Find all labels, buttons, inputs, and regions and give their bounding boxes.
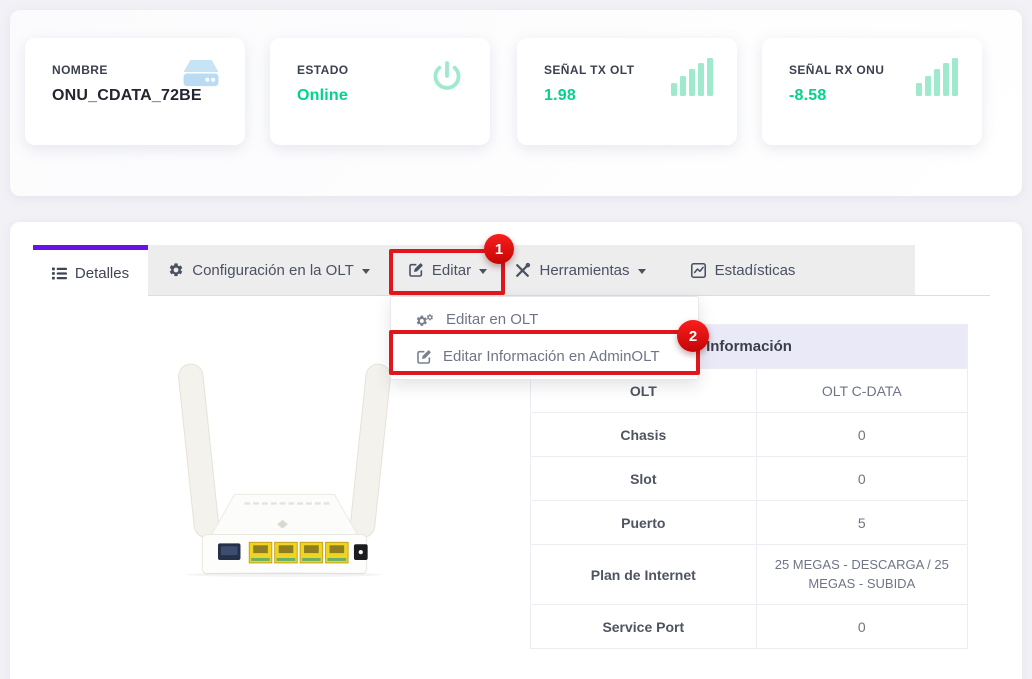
stat-value: ONU_CDATA_72BE [52, 87, 202, 104]
annotation-step-badge: 2 [677, 320, 709, 352]
chart-icon [690, 262, 707, 279]
row-label: Slot [530, 456, 757, 501]
row-label: Plan de Internet [530, 544, 757, 605]
stat-card-senal-tx-olt: SEÑAL TX OLT 1.98 [517, 38, 737, 145]
stat-card-senal-rx-onu: SEÑAL RX ONU -8.58 [762, 38, 982, 145]
table-row: Service Port 0 [530, 604, 969, 649]
stat-label: SEÑAL RX ONU [789, 63, 885, 77]
signal-bars-icon [916, 58, 958, 101]
router-icon [181, 58, 221, 94]
stat-value: -8.58 [789, 87, 827, 104]
tab-divider [33, 295, 990, 296]
tab-estadisticas[interactable]: Estadísticas [655, 245, 830, 295]
tab-label: Estadísticas [714, 261, 796, 279]
tab-editar[interactable]: Editar [390, 245, 505, 295]
menu-item-editar-informacion-adminolt[interactable]: Editar Información en AdminOLT [391, 338, 698, 375]
row-value: 0 [755, 456, 969, 501]
tab-configuracion-olt[interactable]: Configuración en la OLT [148, 245, 390, 295]
row-label: Service Port [530, 604, 757, 649]
row-label: Chasis [530, 412, 757, 457]
row-value: 25 MEGAS - DESCARGA / 25 MEGAS - SUBIDA [755, 544, 969, 605]
stat-card-estado: ESTADO Online [270, 38, 490, 145]
chevron-down-icon [361, 268, 370, 274]
stat-value: Online [297, 87, 348, 104]
tab-label: Editar [431, 261, 472, 279]
list-icon [51, 266, 67, 281]
chevron-down-icon [479, 268, 488, 274]
power-icon [428, 58, 466, 101]
row-value: 0 [755, 604, 969, 649]
onu-router-image [172, 357, 397, 584]
signal-bars-icon [671, 58, 713, 101]
table-row: Plan de Internet 25 MEGAS - DESCARGA / 2… [530, 544, 969, 605]
annotation-step-badge: 1 [484, 234, 514, 264]
table-row: Slot 0 [530, 456, 969, 501]
stat-value: 1.98 [544, 87, 576, 104]
menu-item-label: Editar en OLT [446, 311, 539, 328]
stat-card-nombre: NOMBRE ONU_CDATA_72BE [25, 38, 245, 145]
chevron-down-icon [637, 268, 646, 274]
menu-item-editar-en-olt[interactable]: Editar en OLT [391, 301, 698, 338]
annotation-box-step1 [389, 249, 505, 295]
tab-detalles[interactable]: Detalles [33, 245, 148, 296]
stat-label: ESTADO [297, 63, 349, 77]
table-row: Puerto 5 [530, 500, 969, 545]
edit-dropdown-menu: Editar en OLT Editar Información en Admi… [390, 296, 699, 380]
stat-label: NOMBRE [52, 63, 108, 77]
stat-label: SEÑAL TX OLT [544, 63, 635, 77]
table-row: Chasis 0 [530, 412, 969, 457]
tab-label: Detalles [74, 264, 130, 282]
tools-icon [514, 262, 531, 279]
cogs-icon [416, 312, 435, 328]
tab-label: Configuración en la OLT [192, 261, 354, 279]
row-label: Puerto [530, 500, 757, 545]
row-value: 0 [755, 412, 969, 457]
menu-item-label: Editar Información en AdminOLT [443, 348, 660, 365]
gear-icon [168, 262, 184, 278]
row-value: 5 [755, 500, 969, 545]
tab-label: Herramientas [539, 261, 630, 279]
annotation-box-step2 [389, 330, 700, 375]
tab-herramientas[interactable]: Herramientas [505, 245, 655, 295]
row-value: OLT C-DATA [755, 368, 969, 413]
